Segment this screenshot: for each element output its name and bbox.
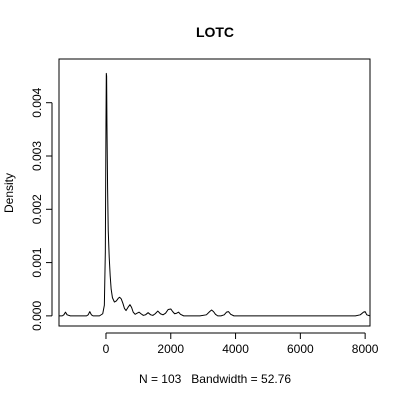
chart-title: LOTC: [196, 24, 234, 40]
y-tick-label: 0.004: [30, 87, 44, 117]
x-tick-label: 0: [103, 342, 110, 356]
x-tick-label: 8000: [352, 342, 379, 356]
x-tick-label: 4000: [222, 342, 249, 356]
x-tick-label: 6000: [287, 342, 314, 356]
plot-frame: [58, 58, 371, 327]
y-tick-label: 0.001: [30, 247, 44, 277]
y-tick-label: 0.000: [30, 301, 44, 331]
series-layer: [59, 72, 371, 317]
x-axis: 0 2000 4000 6000 8000: [103, 332, 379, 356]
density-curve: [59, 72, 371, 317]
x-tick-label: 2000: [157, 342, 184, 356]
y-axis-label: Density: [2, 173, 16, 213]
x-axis-label: N = 103 Bandwidth = 52.76: [139, 372, 291, 386]
y-tick-label: 0.003: [30, 141, 44, 171]
y-tick-label: 0.002: [30, 194, 44, 224]
y-axis: 0.000 0.001 0.002 0.003 0.004: [30, 87, 53, 331]
